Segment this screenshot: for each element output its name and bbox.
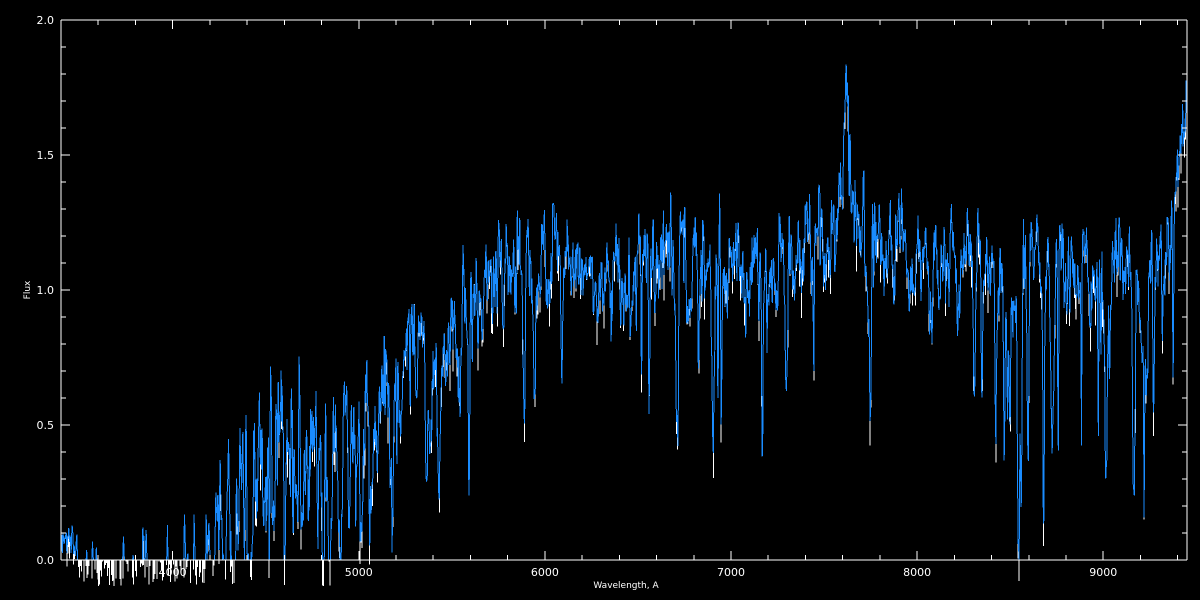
axis-frame [60, 19, 1188, 561]
y-tick-label: 0.5 [37, 419, 55, 432]
x-tick-label: 8000 [903, 566, 931, 579]
y-tick-label: 1.5 [37, 149, 55, 162]
x-tick-label: 6000 [531, 566, 559, 579]
y-axis-label: Flux [23, 280, 33, 299]
axis-tick-labels: 4000 5000 6000 7000 8000 9000 0.0 0.5 1.0 1.5 2.0 [37, 14, 1118, 579]
x-tick-label: 7000 [717, 566, 745, 579]
y-tick-label: 2.0 [37, 14, 55, 27]
y-tick-label: 1.0 [37, 284, 55, 297]
x-tick-label: 9000 [1089, 566, 1117, 579]
x-axis-label: Wavelength, A [593, 581, 659, 591]
spectrum-line [60, 64, 1188, 561]
y-tick-label: 0.0 [37, 554, 55, 567]
x-tick-label: 4000 [159, 566, 187, 579]
x-tick-label: 5000 [345, 566, 373, 579]
